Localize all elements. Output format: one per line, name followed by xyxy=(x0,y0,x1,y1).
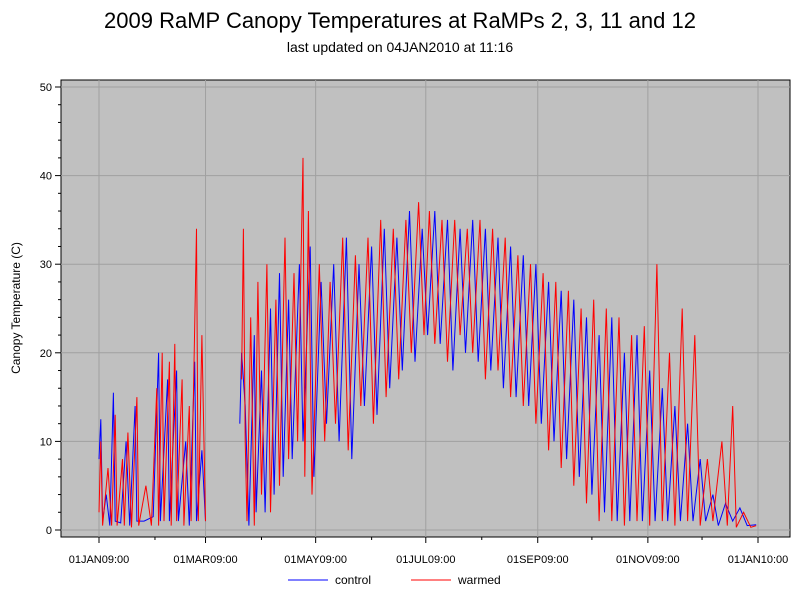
x-tick-label: 01MAR09:00 xyxy=(173,554,237,566)
legend-label-warmed: warmed xyxy=(457,573,501,587)
chart-title: 2009 RaMP Canopy Temperatures at RaMPs 2… xyxy=(104,8,696,33)
y-axis-label: Canopy Temperature (C) xyxy=(9,242,23,374)
legend-label-control: control xyxy=(335,573,371,587)
x-tick-label: 01MAY09:00 xyxy=(284,554,347,566)
y-tick-label: 20 xyxy=(40,348,52,360)
x-tick-label: 01NOV09:00 xyxy=(616,554,680,566)
y-tick-label: 40 xyxy=(40,171,52,183)
series-line-warmed xyxy=(241,157,757,528)
x-tick-label: 01JAN09:00 xyxy=(69,554,130,566)
series-layer xyxy=(98,157,757,528)
x-tick-label: 01SEP09:00 xyxy=(507,554,569,566)
y-tick-label: 50 xyxy=(40,82,52,94)
y-tick-label: 30 xyxy=(40,259,52,271)
x-tick-label: 01JAN10:00 xyxy=(728,554,789,566)
y-tick-label: 0 xyxy=(46,525,52,537)
series-line-control xyxy=(239,210,757,527)
chart-subtitle: last updated on 04JAN2010 at 11:16 xyxy=(287,39,513,55)
x-tick-label: 01JUL09:00 xyxy=(396,554,455,566)
y-axis: 0 10 20 30 40 50 xyxy=(40,82,61,537)
series-line-warmed xyxy=(98,228,206,528)
y-tick-label: 10 xyxy=(40,436,52,448)
legend: control warmed xyxy=(288,573,501,587)
x-axis: 01JAN09:00 01MAR09:00 01MAY09:00 01JUL09:00… xyxy=(69,537,789,566)
